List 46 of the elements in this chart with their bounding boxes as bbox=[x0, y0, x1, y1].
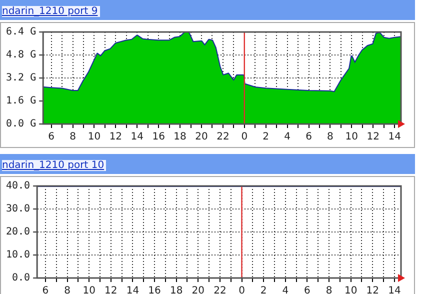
x-tick-label: 4 bbox=[282, 286, 289, 294]
x-tick-label: 10 bbox=[88, 132, 101, 143]
x-tick-label: 14 bbox=[126, 286, 140, 294]
y-tick-label: 6.4 G bbox=[6, 26, 36, 38]
x-tick-label: 16 bbox=[152, 132, 165, 143]
x-tick-label: 18 bbox=[170, 286, 183, 294]
x-tick-label: 14 bbox=[388, 132, 401, 143]
x-tick-label: 20 bbox=[195, 132, 208, 143]
x-tick-label: 12 bbox=[366, 286, 380, 294]
x-tick-label: 6 bbox=[42, 286, 49, 294]
x-tick-label: 12 bbox=[104, 286, 118, 294]
x-tick-label: 10 bbox=[82, 286, 96, 294]
x-tick-label: 22 bbox=[214, 286, 226, 294]
y-tick-label: 4.8 G bbox=[6, 50, 36, 61]
x-tick-label: 12 bbox=[109, 132, 122, 143]
y-tick-label: 20.0 bbox=[6, 226, 30, 238]
x-tick-label: 8 bbox=[64, 286, 70, 294]
x-tick-label: 10 bbox=[344, 286, 358, 294]
x-tick-label: 0 bbox=[241, 132, 248, 143]
x-tick-label: 22 bbox=[216, 132, 230, 143]
x-tick-label: 2 bbox=[260, 286, 267, 294]
x-tick-label: 8 bbox=[326, 286, 332, 294]
y-tick-label: 1.6 G bbox=[6, 96, 36, 107]
x-tick-label: 8 bbox=[70, 132, 76, 143]
x-tick-label: 20 bbox=[192, 286, 205, 294]
x-tick-label: 10 bbox=[345, 132, 358, 143]
y-tick-label: 40.0 bbox=[6, 180, 30, 192]
chart-title: ndarin_1210 port 10 bbox=[2, 160, 106, 171]
x-tick-label: 12 bbox=[366, 132, 380, 143]
y-tick-label: 10.0 bbox=[6, 250, 30, 261]
x-tick-label: 6 bbox=[304, 286, 310, 294]
x-tick-label: 0 bbox=[238, 286, 245, 294]
y-tick-label: 0.0 G bbox=[6, 118, 36, 130]
x-tick-label: 18 bbox=[174, 132, 186, 143]
x-tick-label: 4 bbox=[284, 132, 290, 143]
y-tick-label: 0.0 bbox=[12, 272, 30, 284]
y-tick-label: 3.2 G bbox=[6, 72, 36, 84]
x-tick-label: 6 bbox=[48, 132, 55, 143]
x-tick-label: 14 bbox=[388, 286, 401, 294]
y-tick-label: 30.0 bbox=[6, 204, 30, 215]
x-tick-label: 14 bbox=[130, 132, 144, 143]
x-tick-label: 8 bbox=[327, 132, 334, 143]
x-tick-label: 16 bbox=[148, 286, 161, 294]
chart-title: ndarin_1210 port 9 bbox=[2, 6, 100, 17]
x-tick-label: 2 bbox=[262, 132, 270, 143]
x-tick-label: 6 bbox=[306, 132, 312, 143]
